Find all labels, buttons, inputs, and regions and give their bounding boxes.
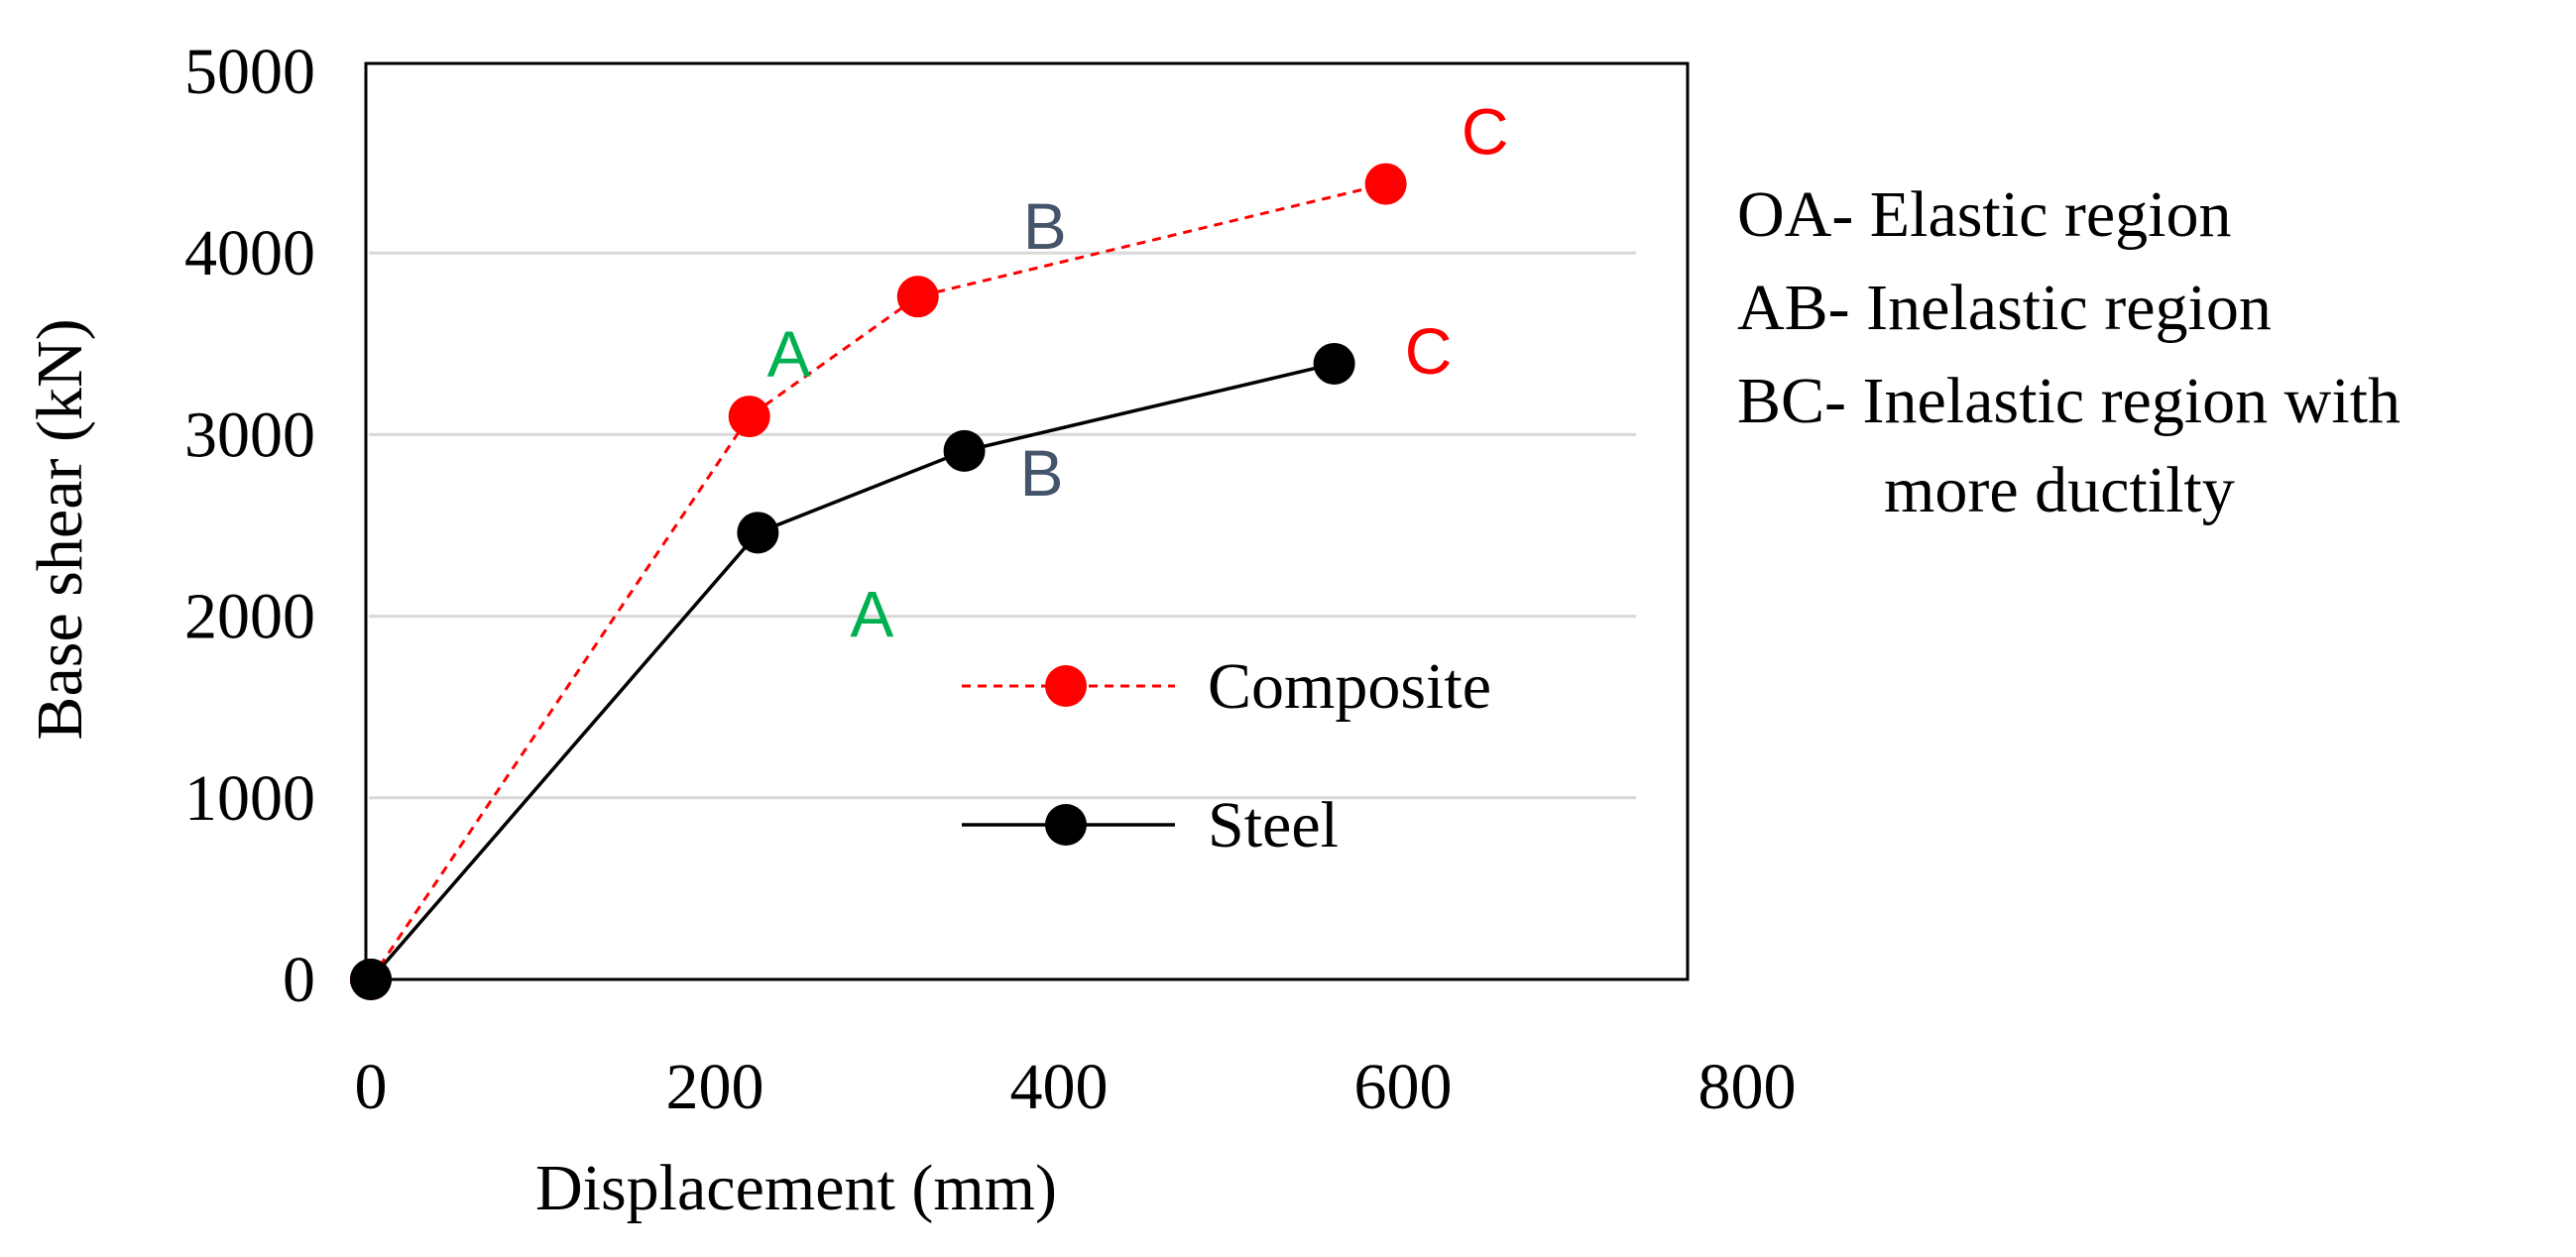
point-composite-2 [896,276,939,318]
y-tick-label-2: 2000 [184,581,315,653]
series-group [350,163,1407,1000]
x-tick-label-2: 400 [1010,1051,1109,1123]
y-axis-label: Base shear (kN) [24,318,96,740]
y-tick-label-0: 0 [283,944,315,1016]
y-tick-label-1: 1000 [184,762,315,835]
point-label-steel-c: C [1405,314,1453,388]
x-axis-label: Displacement (mm) [535,1152,1057,1224]
x-tick-label-0: 0 [355,1051,388,1123]
point-labels: A B C A B C [767,95,1509,651]
note-oa: OA- Elastic region [1737,178,2232,251]
point-steel-3 [1313,342,1355,385]
x-tick-label-4: 800 [1698,1051,1797,1123]
point-label-composite-c: C [1462,95,1509,169]
x-tick-label-3: 600 [1354,1051,1453,1123]
point-steel-1 [737,512,779,554]
legend: Composite Steel [962,650,1491,861]
x-tick-label-1: 200 [666,1051,764,1123]
x-axis-ticks: 0 200 400 600 800 [355,1051,1797,1123]
point-origin [350,959,392,1000]
note-bc: BC- Inelastic region with [1737,365,2401,437]
point-steel-2 [943,429,986,472]
note-bc-continued: more ductilty [1884,454,2235,526]
series-line-composite [369,182,1387,980]
point-label-steel-a: A [850,577,893,650]
point-label-composite-b: B [1023,189,1067,263]
y-tick-label-4: 4000 [184,217,315,289]
y-tick-label-5: 5000 [184,36,315,108]
y-tick-label-3: 3000 [184,399,315,471]
point-composite-1 [728,396,770,438]
y-axis-ticks: 0 1000 2000 3000 4000 5000 [184,36,315,1016]
legend-composite-label: Composite [1208,650,1491,723]
note-ab: AB- Inelastic region [1737,272,2272,344]
point-label-steel-b: B [1020,436,1064,510]
gridlines [369,251,1636,800]
series-line-steel [369,362,1336,981]
legend-steel-marker [1045,804,1087,846]
legend-composite-marker [1045,665,1087,707]
region-notes: OA- Elastic region AB- Inelastic region … [1737,169,2400,537]
point-label-composite-a: A [767,317,811,391]
legend-steel-label: Steel [1208,789,1339,861]
plot-area-border [364,61,1690,981]
point-composite-3 [1364,163,1407,205]
